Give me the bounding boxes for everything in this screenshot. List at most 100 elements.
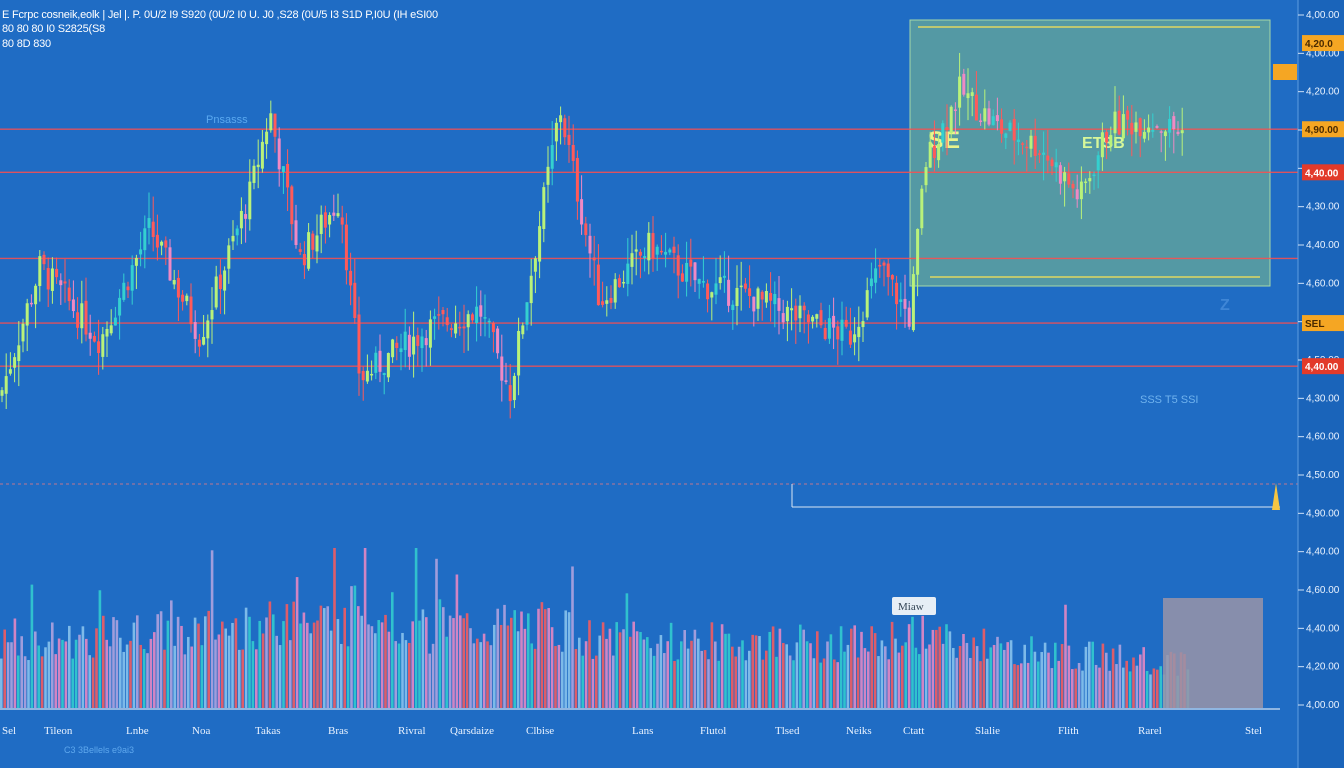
candle-body-27: [113, 317, 117, 326]
candle-body-23: [97, 341, 101, 354]
x-label-7: Qarsdaize: [450, 725, 494, 737]
candle-body-122: [512, 375, 516, 401]
volume-bar-45: [153, 632, 156, 708]
volume-bar-15: [51, 622, 54, 708]
volume-bar-60: [204, 616, 207, 708]
volume-bar-165: [561, 651, 564, 708]
volume-bar-133: [452, 618, 455, 708]
volume-bar-214: [727, 633, 731, 708]
candle-body-179: [752, 296, 756, 312]
candle-body-193: [811, 316, 815, 322]
volume-side-panel: [1163, 598, 1263, 708]
candle-body-266: [1117, 110, 1121, 135]
volume-bar-173: [588, 620, 591, 708]
x-label-6: Rivral: [398, 725, 426, 737]
volume-bar-216: [734, 656, 737, 708]
volume-bar-20: [68, 625, 71, 708]
price-tag-box-4: [1302, 358, 1344, 375]
volume-bar-27: [91, 657, 95, 708]
candle-body-113: [475, 306, 479, 324]
volume-bar-115: [391, 592, 394, 708]
volume-bar-31: [105, 639, 108, 708]
candle-body-128: [538, 226, 542, 262]
volume-bar-86: [292, 601, 295, 708]
volume-bar-176: [598, 635, 601, 708]
candle-body-59: [248, 181, 252, 220]
candle-body-28: [118, 297, 122, 316]
candle-body-167: [701, 281, 705, 283]
chart-header-line-1: E Fcrpc cosneik,eolk | Jel |. P. 0U/2 I9…: [2, 9, 438, 21]
candle-body-152: [638, 251, 642, 256]
volume-bars: [0, 548, 1190, 708]
candle-body-0: [0, 390, 4, 396]
volume-bar-195: [663, 653, 666, 708]
volume-bar-78: [265, 617, 268, 708]
candle-body-131: [550, 145, 554, 169]
volume-bar-96: [326, 606, 329, 708]
candle-body-43: [181, 294, 185, 302]
candle-body-78: [328, 215, 332, 225]
volume-bar-187: [635, 631, 639, 708]
candle-body-111: [466, 314, 470, 328]
candle-body-224: [941, 123, 945, 143]
volume-bar-141: [479, 642, 482, 708]
candles: [0, 52, 1184, 419]
volume-bar-253: [860, 631, 863, 708]
volume-bar-147: [499, 624, 503, 708]
volume-bar-264: [897, 652, 901, 708]
candle-body-248: [1042, 152, 1046, 155]
volume-bar-248: [843, 651, 846, 708]
candle-body-14: [59, 280, 63, 286]
volume-bar-47: [159, 611, 163, 708]
candle-body-70: [294, 220, 298, 246]
volume-bar-159: [540, 602, 544, 708]
y-tick-label-7: 4,60.00: [1306, 278, 1340, 289]
candle-body-104: [437, 314, 441, 316]
y-tick-label-17: 4,20.00: [1306, 662, 1340, 673]
volume-bar-308: [1047, 652, 1050, 708]
candle-body-141: [592, 257, 596, 261]
candle-body-165: [693, 262, 697, 281]
candle-body-98: [412, 336, 416, 355]
volume-bar-219: [744, 660, 748, 708]
volume-bar-79: [268, 601, 272, 708]
volume-bar-237: [805, 641, 809, 708]
candle-body-30: [126, 286, 130, 291]
candle-body-106: [445, 317, 449, 326]
candle-body-183: [769, 292, 773, 301]
candle-body-254: [1067, 173, 1071, 185]
volume-bar-185: [629, 636, 632, 708]
candle-body-138: [580, 199, 584, 225]
candle-body-8: [34, 285, 38, 305]
candle-body-188: [790, 308, 794, 311]
candle-body-135: [567, 134, 571, 146]
volume-bar-315: [1071, 669, 1074, 708]
volume-bar-224: [761, 659, 765, 708]
candle-body-121: [508, 385, 512, 402]
volume-bar-257: [873, 633, 877, 708]
volume-bar-34: [115, 620, 119, 708]
candle-body-172: [722, 275, 726, 278]
volume-bar-259: [880, 640, 884, 708]
volume-bar-54: [183, 654, 187, 708]
candle-body-218: [916, 228, 920, 275]
volume-bar-226: [768, 631, 771, 708]
candle-body-263: [1105, 131, 1109, 143]
volume-bar-16: [54, 654, 57, 708]
volume-bar-305: [1037, 661, 1040, 708]
volume-bar-276: [938, 626, 941, 708]
volume-bar-70: [238, 649, 241, 708]
x-axis-labels: Sel Tileon Lnbe Noa Takas Bras Rivral Qarsdaize…: [2, 725, 1262, 737]
candle-body-280: [1176, 131, 1180, 135]
volume-bar-63: [214, 639, 217, 708]
volume-bar-298: [1013, 664, 1016, 708]
volume-bar-114: [387, 631, 391, 708]
candle-body-100: [420, 336, 424, 349]
volume-bar-212: [720, 624, 724, 708]
candle-body-22: [92, 335, 96, 342]
volume-bar-334: [1135, 665, 1139, 708]
candle-body-45: [189, 296, 193, 325]
candle-body-5: [21, 323, 25, 342]
candle-body-32: [134, 257, 138, 266]
volume-bar-128: [435, 558, 438, 708]
